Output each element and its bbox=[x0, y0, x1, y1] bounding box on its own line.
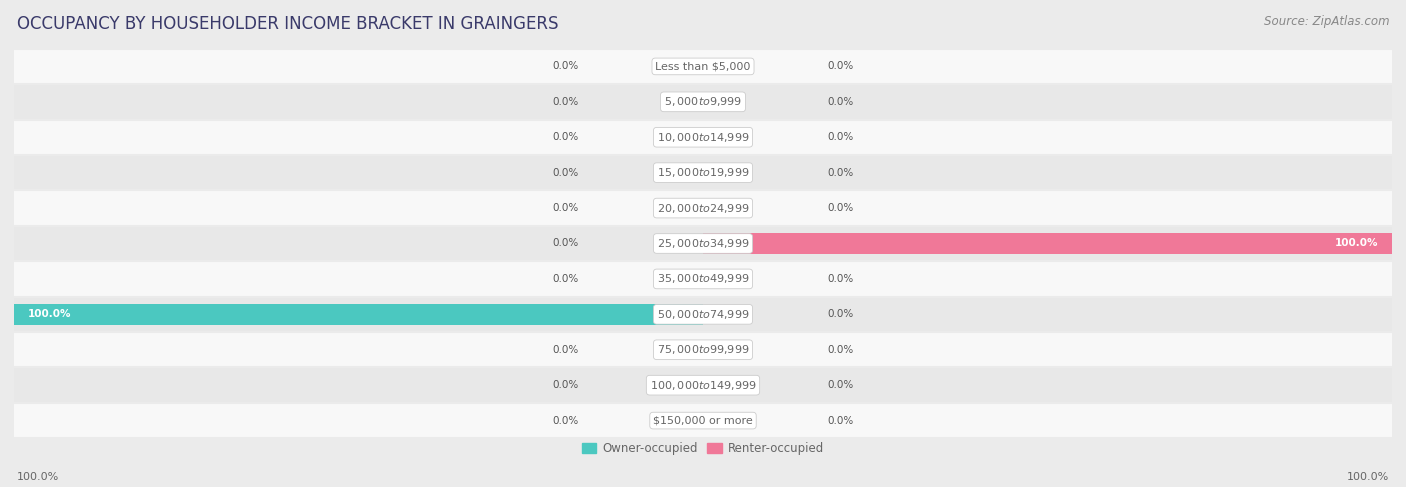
Text: $25,000 to $34,999: $25,000 to $34,999 bbox=[657, 237, 749, 250]
Legend: Owner-occupied, Renter-occupied: Owner-occupied, Renter-occupied bbox=[578, 437, 828, 460]
Text: $20,000 to $24,999: $20,000 to $24,999 bbox=[657, 202, 749, 215]
Text: 0.0%: 0.0% bbox=[553, 97, 579, 107]
Text: 0.0%: 0.0% bbox=[827, 61, 853, 72]
Text: 0.0%: 0.0% bbox=[827, 345, 853, 355]
Text: OCCUPANCY BY HOUSEHOLDER INCOME BRACKET IN GRAINGERS: OCCUPANCY BY HOUSEHOLDER INCOME BRACKET … bbox=[17, 15, 558, 33]
Text: 0.0%: 0.0% bbox=[553, 132, 579, 142]
Text: Less than $5,000: Less than $5,000 bbox=[655, 61, 751, 72]
Text: 0.0%: 0.0% bbox=[553, 380, 579, 390]
Text: 0.0%: 0.0% bbox=[827, 97, 853, 107]
Bar bbox=[14, 155, 1392, 190]
Text: 0.0%: 0.0% bbox=[553, 274, 579, 284]
Text: 0.0%: 0.0% bbox=[553, 239, 579, 248]
Bar bbox=[14, 190, 1392, 226]
Text: 100.0%: 100.0% bbox=[17, 472, 59, 482]
Text: 0.0%: 0.0% bbox=[827, 274, 853, 284]
Bar bbox=[14, 226, 1392, 261]
Bar bbox=[14, 403, 1392, 438]
Text: $75,000 to $99,999: $75,000 to $99,999 bbox=[657, 343, 749, 356]
Text: 100.0%: 100.0% bbox=[28, 309, 72, 319]
Text: $100,000 to $149,999: $100,000 to $149,999 bbox=[650, 379, 756, 392]
Text: 0.0%: 0.0% bbox=[553, 203, 579, 213]
Text: $50,000 to $74,999: $50,000 to $74,999 bbox=[657, 308, 749, 321]
Bar bbox=[14, 332, 1392, 368]
Text: 0.0%: 0.0% bbox=[553, 345, 579, 355]
Text: $10,000 to $14,999: $10,000 to $14,999 bbox=[657, 131, 749, 144]
Text: 0.0%: 0.0% bbox=[827, 132, 853, 142]
Bar bbox=[14, 84, 1392, 119]
Bar bbox=[14, 119, 1392, 155]
Text: 0.0%: 0.0% bbox=[553, 168, 579, 178]
Text: 0.0%: 0.0% bbox=[553, 415, 579, 426]
Text: 0.0%: 0.0% bbox=[827, 415, 853, 426]
Text: $150,000 or more: $150,000 or more bbox=[654, 415, 752, 426]
Text: 0.0%: 0.0% bbox=[827, 168, 853, 178]
Text: 0.0%: 0.0% bbox=[827, 203, 853, 213]
Bar bbox=[14, 304, 703, 325]
Text: $35,000 to $49,999: $35,000 to $49,999 bbox=[657, 272, 749, 285]
Bar bbox=[14, 49, 1392, 84]
Text: 0.0%: 0.0% bbox=[827, 380, 853, 390]
Text: $15,000 to $19,999: $15,000 to $19,999 bbox=[657, 166, 749, 179]
Bar bbox=[14, 297, 1392, 332]
Bar bbox=[703, 233, 1392, 254]
Text: 100.0%: 100.0% bbox=[1347, 472, 1389, 482]
Bar bbox=[14, 261, 1392, 297]
Bar bbox=[14, 368, 1392, 403]
Text: $5,000 to $9,999: $5,000 to $9,999 bbox=[664, 95, 742, 108]
Text: 0.0%: 0.0% bbox=[827, 309, 853, 319]
Text: 100.0%: 100.0% bbox=[1334, 239, 1378, 248]
Text: Source: ZipAtlas.com: Source: ZipAtlas.com bbox=[1264, 15, 1389, 28]
Text: 0.0%: 0.0% bbox=[553, 61, 579, 72]
